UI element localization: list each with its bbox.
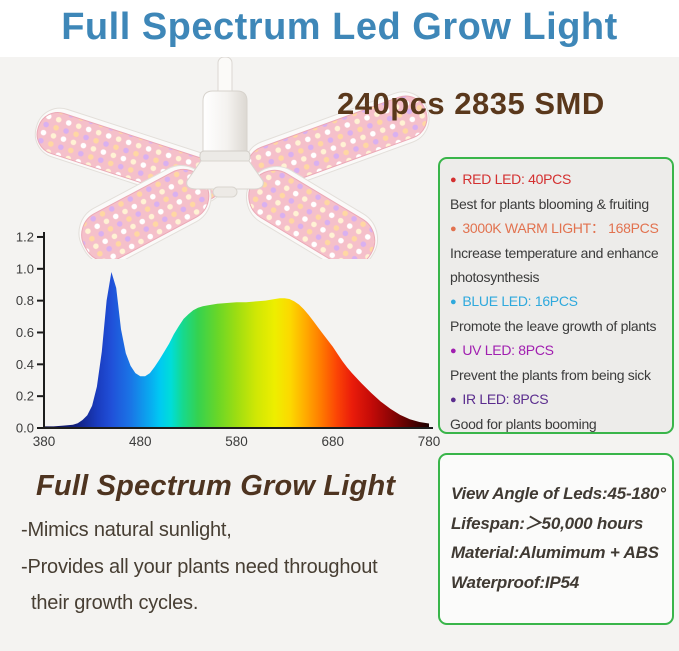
tech-spec-line: View Angle of Leds:45-180° <box>451 484 666 503</box>
feature-line: their growth cycles. <box>31 592 199 614</box>
bullet-icon: ● <box>450 174 457 186</box>
svg-text:0.0: 0.0 <box>16 421 34 436</box>
svg-text:0.4: 0.4 <box>16 357 34 372</box>
led-spec-label: ● BLUE LED: 16PCS <box>450 293 578 309</box>
svg-text:380: 380 <box>33 434 56 449</box>
led-spec-desc: Prevent the plants from being sick <box>450 367 651 383</box>
led-spec-label: ● IR LED: 8PCS <box>450 391 549 407</box>
spectrum-chart: 0.0 0.2 0.4 0.6 0.8 1.0 1.2 380 480 580 680 780 <box>6 228 440 457</box>
svg-text:0.6: 0.6 <box>16 325 34 340</box>
svg-text:780: 780 <box>418 434 440 449</box>
led-spec-desc: Promote the leave growth of plants <box>450 318 657 334</box>
lamp-socket <box>186 57 264 198</box>
led-count-badge: 240pcs 2835 SMD <box>337 86 605 121</box>
svg-text:680: 680 <box>322 434 345 449</box>
svg-text:0.8: 0.8 <box>16 293 34 308</box>
bullet-icon: ● <box>450 296 457 308</box>
led-spec-label: ● UV LED: 8PCS <box>450 342 554 358</box>
page-title: Full Spectrum Led Grow Light <box>61 6 618 48</box>
svg-text:1.0: 1.0 <box>16 261 34 276</box>
bullet-icon: ● <box>450 223 457 235</box>
tech-spec-line: Waterproof:IP54 <box>451 572 579 592</box>
grow-light-photo <box>34 57 430 259</box>
led-spec-desc: Good for plants booming <box>450 416 597 432</box>
tech-spec-box: View Angle of Leds:45-180° Lifespan:＞50,… <box>438 453 674 625</box>
feature-line: -Mimics natural sunlight, <box>21 519 232 541</box>
features-heading: Full Spectrum Grow Light <box>36 470 396 502</box>
svg-text:580: 580 <box>225 434 248 449</box>
led-spec-box: ● RED LED: 40PCS Best for plants blooming… <box>438 157 674 434</box>
bullet-icon: ● <box>450 394 457 406</box>
title-bar: Full Spectrum Led Grow Light <box>0 0 679 57</box>
svg-text:480: 480 <box>129 434 152 449</box>
feature-line: -Provides all your plants need throughou… <box>21 556 378 578</box>
led-spec-label: ● 3000K WARM LIGHT： 168PCS <box>450 220 659 236</box>
led-spec-label: ● RED LED: 40PCS <box>450 171 571 187</box>
tech-spec-line: Lifespan:＞50,000 hours <box>451 513 644 533</box>
bullet-icon: ● <box>450 345 457 357</box>
tech-spec-line: Material:Alumimum + ABS <box>451 543 659 562</box>
led-spec-desc: Increase temperature and enhance photosy… <box>450 245 659 285</box>
led-spec-desc: Best for plants blooming & fruiting <box>450 196 649 212</box>
svg-text:1.2: 1.2 <box>16 229 34 244</box>
svg-text:0.2: 0.2 <box>16 389 34 404</box>
lamp-blade-lower-left <box>78 165 212 259</box>
